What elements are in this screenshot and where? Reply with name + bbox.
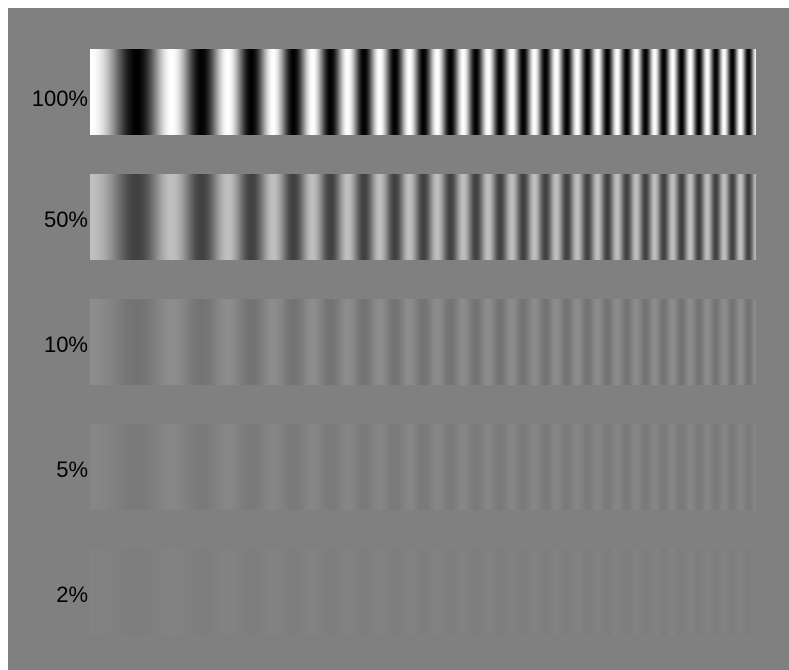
sine-grating-5 — [90, 424, 756, 510]
sine-grating-2 — [90, 549, 756, 635]
contrast-label-100: 100% — [31, 86, 88, 111]
contrast-label-50: 50% — [43, 207, 88, 232]
sine-grating-50 — [90, 174, 756, 260]
contrast-label-10: 10% — [43, 332, 88, 357]
sine-grating-100 — [90, 49, 756, 135]
contrast-label-2: 2% — [56, 582, 88, 607]
contrast-label-5: 5% — [56, 457, 88, 482]
sine-grating-10 — [90, 299, 756, 385]
grating-panel: 100% 50% 10% 5% 2% — [8, 8, 789, 670]
